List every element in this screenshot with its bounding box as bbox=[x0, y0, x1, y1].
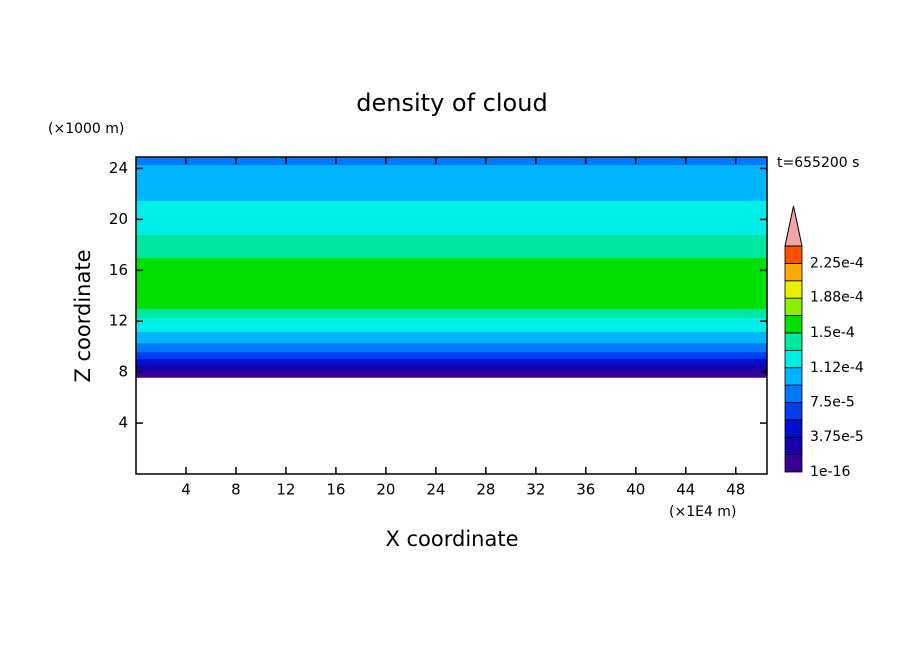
x-tick-label: 36 bbox=[576, 481, 595, 499]
colorbar-band bbox=[784, 402, 803, 421]
colorbar-band bbox=[784, 262, 803, 282]
x-tick-label: 12 bbox=[276, 481, 295, 499]
colorbar-band bbox=[784, 367, 803, 386]
colorbar-band bbox=[784, 315, 803, 334]
contour-band bbox=[136, 178, 767, 201]
contour-band bbox=[136, 157, 767, 166]
x-tick-label: 28 bbox=[476, 481, 495, 499]
contour-band bbox=[136, 308, 767, 318]
colorbar-band bbox=[784, 454, 803, 473]
colorbar-tick-label: 1e-16 bbox=[810, 464, 850, 480]
contour-band bbox=[136, 216, 767, 236]
time-label: t=655200 s bbox=[777, 155, 859, 171]
x-tick-label: 32 bbox=[526, 481, 545, 499]
colorbar-tick-label: 1.88e-4 bbox=[810, 290, 864, 306]
x-tick-label: 44 bbox=[676, 481, 695, 499]
colorbar-band bbox=[784, 384, 803, 403]
x-axis-label: X coordinate bbox=[385, 527, 518, 551]
x-unit: (×1E4 m) bbox=[669, 504, 736, 520]
colorbar-band bbox=[784, 349, 803, 369]
y-axis-label: Z coordinate bbox=[71, 249, 95, 382]
plot-frame bbox=[135, 156, 768, 475]
contour-field bbox=[136, 157, 767, 378]
y-tick-label: 20 bbox=[109, 210, 128, 228]
y-tick-label: 16 bbox=[109, 261, 128, 279]
contour-band bbox=[136, 200, 767, 218]
contour-band bbox=[136, 342, 767, 353]
y-tick-label: 12 bbox=[109, 312, 128, 330]
contour-band bbox=[136, 331, 767, 344]
x-tick-label: 4 bbox=[181, 481, 191, 499]
contour-band bbox=[136, 164, 767, 180]
contour-band bbox=[136, 370, 767, 378]
contour-band bbox=[136, 257, 767, 309]
colorbar-tick-label: 7.5e-5 bbox=[810, 394, 855, 410]
colorbar-tick-label: 1.12e-4 bbox=[810, 360, 864, 376]
contour-band bbox=[136, 351, 767, 359]
x-tick-label: 8 bbox=[231, 481, 241, 499]
colorbar: 1e-16 3.75e-5 7.5e-5 1.12e-4 1.5e-4 1.88e-4 2.… bbox=[784, 205, 864, 480]
colorbar-extend bbox=[784, 205, 803, 247]
colorbar-band bbox=[784, 245, 803, 264]
x-tick-label: 24 bbox=[426, 481, 445, 499]
contour-band bbox=[136, 358, 767, 366]
colorbar-band bbox=[784, 419, 803, 438]
colorbar-tick-label: 2.25e-4 bbox=[810, 255, 864, 271]
colorbar-band bbox=[784, 297, 803, 316]
x-tick-label: 48 bbox=[726, 481, 745, 499]
colorbar-tick-label: 3.75e-5 bbox=[810, 429, 864, 445]
x-tick-label: 40 bbox=[626, 481, 645, 499]
contour-band bbox=[136, 317, 767, 332]
y-tick-label: 4 bbox=[118, 414, 128, 432]
y-tick-label: 8 bbox=[118, 363, 128, 381]
contour-band bbox=[136, 234, 767, 259]
x-tick-label: 20 bbox=[376, 481, 395, 499]
chart-title: density of cloud bbox=[356, 89, 547, 117]
colorbar-band bbox=[784, 436, 803, 456]
colorbar-band bbox=[784, 280, 803, 299]
y-tick-label: 24 bbox=[109, 159, 128, 177]
y-unit: (×1000 m) bbox=[48, 121, 124, 137]
colorbar-tick-label: 1.5e-4 bbox=[810, 325, 855, 341]
colorbar-band bbox=[784, 332, 803, 351]
x-tick-label: 16 bbox=[326, 481, 345, 499]
contour-band bbox=[136, 364, 767, 372]
